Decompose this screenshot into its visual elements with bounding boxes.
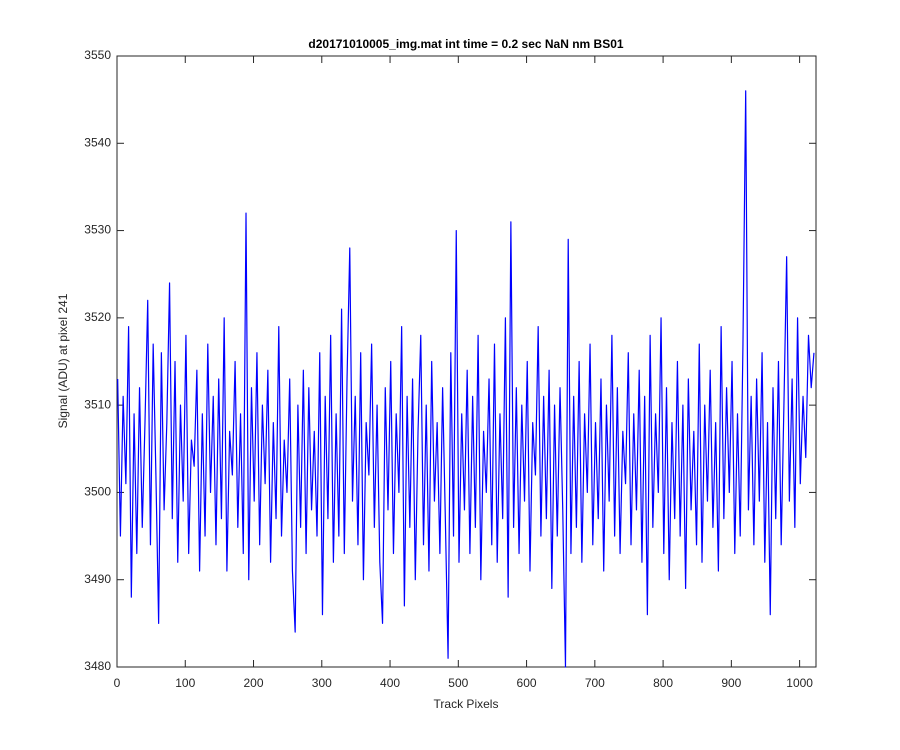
x-tick-label: 600 [517, 676, 537, 690]
y-tick-label: 3540 [84, 135, 111, 149]
x-tick-label: 300 [312, 676, 332, 690]
y-tick-label: 3490 [84, 572, 111, 586]
x-tick-label: 400 [380, 676, 400, 690]
y-tick-label: 3520 [84, 310, 111, 324]
x-tick-label: 100 [175, 676, 195, 690]
y-tick-label: 3510 [84, 397, 111, 411]
x-tick-label: 200 [244, 676, 264, 690]
chart-title: d20171010005_img.mat int time = 0.2 sec … [308, 37, 623, 51]
y-tick-label: 3480 [84, 659, 111, 673]
data-line [117, 90, 815, 668]
x-tick-label: 0 [114, 676, 121, 690]
y-tick-label: 3500 [84, 485, 111, 499]
y-axis-label: Signal (ADU) at pixel 241 [56, 293, 70, 428]
x-tick-label: 900 [721, 676, 741, 690]
x-tick-label: 1000 [786, 676, 813, 690]
x-tick-label: 700 [585, 676, 605, 690]
x-tick-label: 800 [653, 676, 673, 690]
plot-area [116, 55, 817, 668]
y-tick-label: 3530 [84, 223, 111, 237]
y-tick-label: 3550 [84, 48, 111, 62]
x-tick-label: 500 [448, 676, 468, 690]
x-axis-label: Track Pixels [434, 697, 499, 711]
